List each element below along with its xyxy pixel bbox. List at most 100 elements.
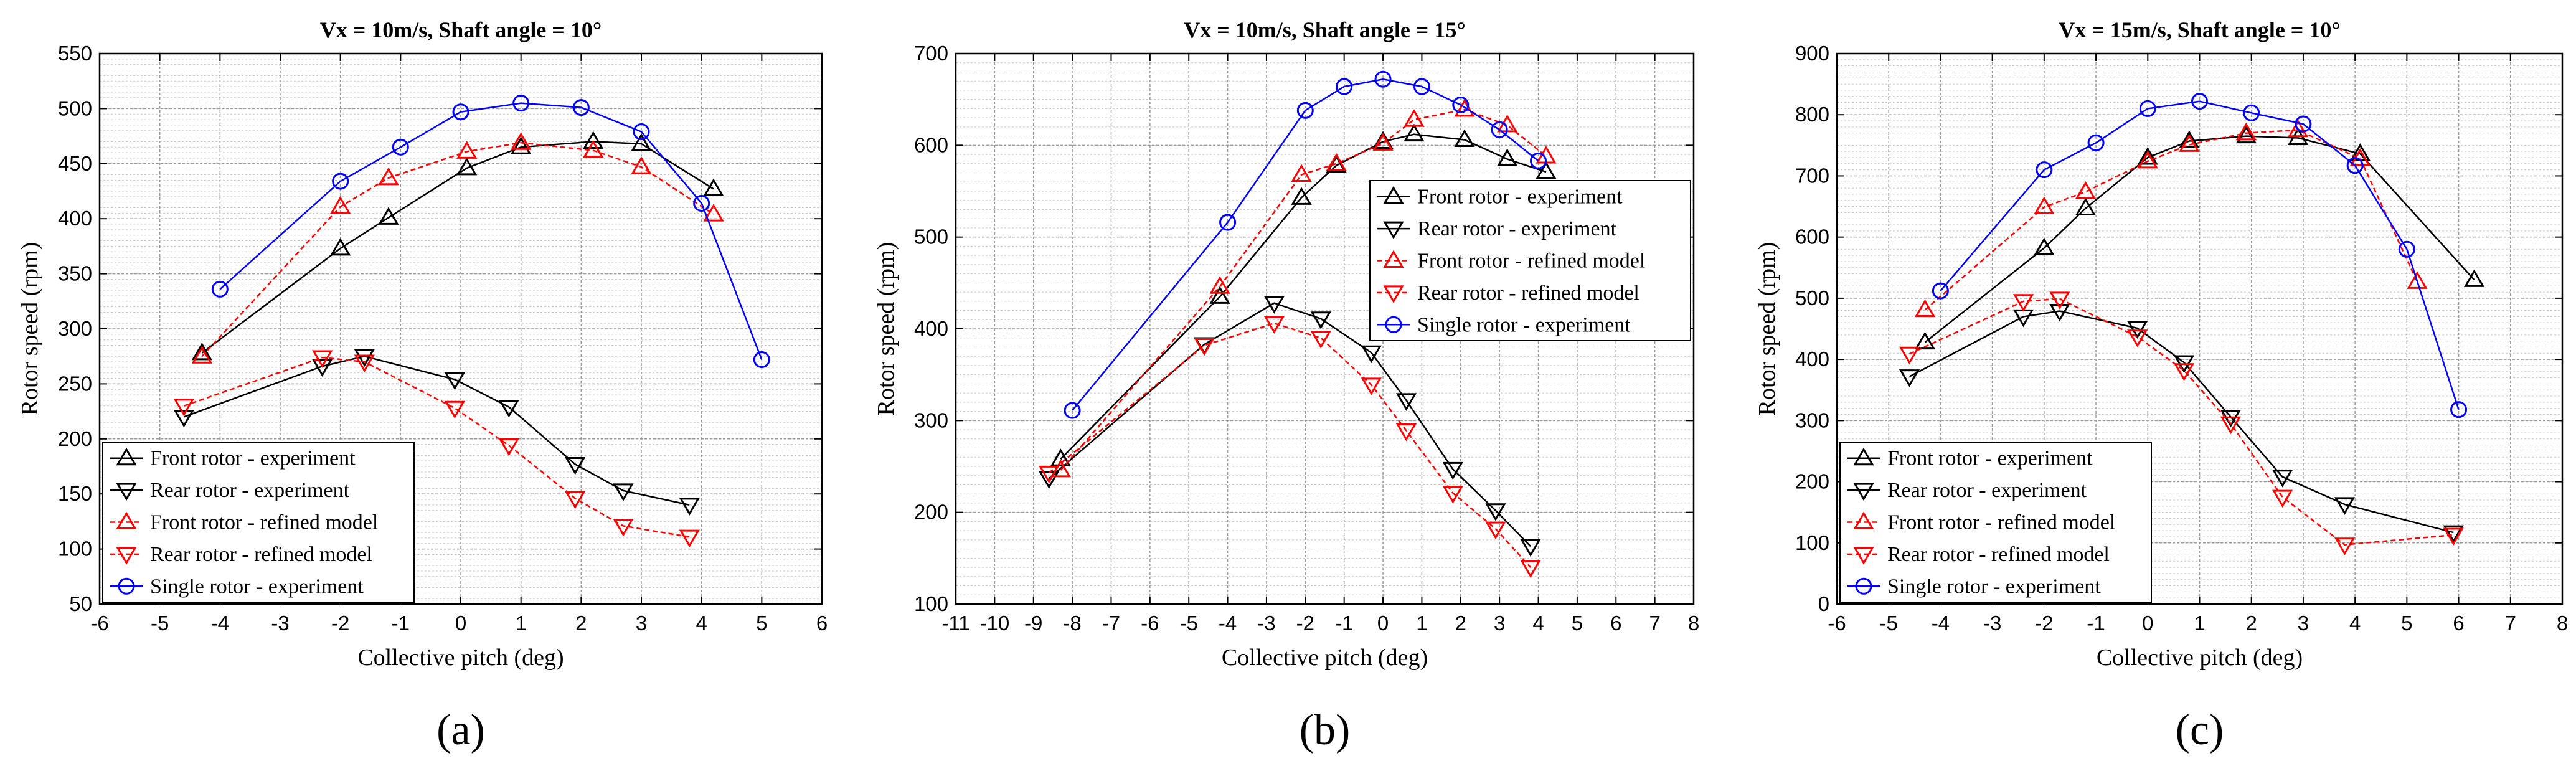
y-tick-label: 50 [69,592,92,615]
y-tick-label: 100 [58,537,92,560]
data-point [1899,346,1920,365]
series-line [1060,133,1547,460]
x-tick-label: 0 [455,612,466,635]
legend-marker [1853,447,1874,466]
data-point [2295,115,2312,133]
y-axis-label: Rotor speed (rpm) [1754,242,1780,416]
x-tick-label: 2 [575,612,587,635]
data-point [332,173,349,190]
legend-label: Front rotor - experiment [1417,186,1623,209]
legend-label: Front rotor - refined model [150,511,378,534]
series-line [1072,78,1539,411]
data-point [2034,196,2055,215]
data-point [511,132,532,150]
series-front-rotor-experiment [191,131,724,361]
series-line [1048,322,1532,568]
x-tick-label: -5 [1180,612,1198,635]
legend-box [102,442,415,603]
data-point [1374,70,1392,88]
data-point [2127,321,2148,339]
data-point [512,95,530,112]
data-point [1497,148,1518,166]
series-rear-rotor-refined-model [1899,291,2464,555]
data-point [1491,121,1508,138]
series-front-rotor-refined-model [191,132,724,364]
data-point [452,103,469,121]
data-point [312,350,333,368]
legend: Front rotor - experiment Rear rotor - exp… [1369,180,1691,341]
legend-label: Rear rotor - refined model [150,543,372,566]
data-point [1404,109,1425,127]
panel-label: (a) [436,706,485,754]
x-tick-label: -4 [1932,612,1950,635]
data-point [392,138,409,156]
y-tick-label: 700 [1795,164,1829,187]
x-tick-label: -5 [1880,612,1898,635]
data-point [572,99,590,116]
x-tick-label: 1 [2194,612,2205,635]
data-point [2235,122,2257,141]
data-point [2012,294,2034,312]
y-tick-label: 150 [58,482,92,505]
series-rear-rotor-experiment [173,349,700,516]
x-tick-label: -9 [1024,612,1042,635]
legend-marker [1383,186,1404,204]
data-point [2443,525,2464,544]
y-tick-label: 700 [914,42,948,65]
data-point [1899,369,1920,387]
x-tick-label: 4 [2349,612,2361,635]
data-point [2287,119,2309,138]
legend-label: Front rotor - refined model [1887,511,2115,534]
y-axis-label: Rotor speed (rpm) [17,242,43,416]
x-axis-label: Collective pitch (deg) [1222,645,1428,671]
series-line [1940,100,2460,410]
y-tick-label: 800 [1795,103,1829,126]
data-point [2179,134,2200,152]
data-point [1291,187,1312,205]
x-tick-label: 4 [696,612,707,635]
legend-label: Single rotor - experiment [1417,313,1631,336]
x-tick-label: 0 [2142,612,2153,635]
data-point [583,139,604,158]
series-single-rotor-experiment [211,95,770,369]
legend-label: Rear rotor - refined model [1887,543,2110,566]
x-tick-label: -8 [1063,612,1081,635]
x-tick-label: -1 [1335,612,1353,635]
data-point [1291,164,1312,182]
data-point [1336,78,1353,95]
legend-label: Front rotor - refined model [1417,250,1645,273]
data-point [1296,102,1314,119]
legend-marker [1853,483,1874,501]
data-point [1326,153,1347,171]
x-tick-label: -2 [1296,612,1314,635]
legend-marker [1855,577,1872,595]
data-point [1263,296,1285,314]
x-tick-label: 2 [2246,612,2257,635]
data-point [2075,181,2097,199]
data-point [378,207,399,225]
legend-label: Rear rotor - refined model [1417,281,1639,305]
data-point [1442,461,1463,480]
data-point [1310,311,1331,329]
data-point [679,529,700,548]
legend-label: Rear rotor - experiment [1417,217,1617,240]
data-point [1404,123,1425,142]
y-tick-label: 300 [58,317,92,340]
data-point [2463,269,2485,287]
data-point [378,167,399,186]
data-point [703,178,724,196]
legend-label: Front rotor - experiment [150,447,356,470]
data-point [2036,161,2053,179]
series-front-rotor-experiment [1050,123,1557,466]
series-line [1908,298,2454,546]
x-tick-label: -4 [211,612,229,635]
series-line [219,102,763,360]
x-tick-label: 8 [2557,612,2568,635]
x-tick-label: 8 [1688,612,1699,635]
y-tick-label: 400 [58,207,92,230]
legend-marker [1853,511,1874,529]
data-point [2127,329,2148,347]
data-point [1050,448,1072,466]
x-tick-label: 5 [1572,612,1583,635]
